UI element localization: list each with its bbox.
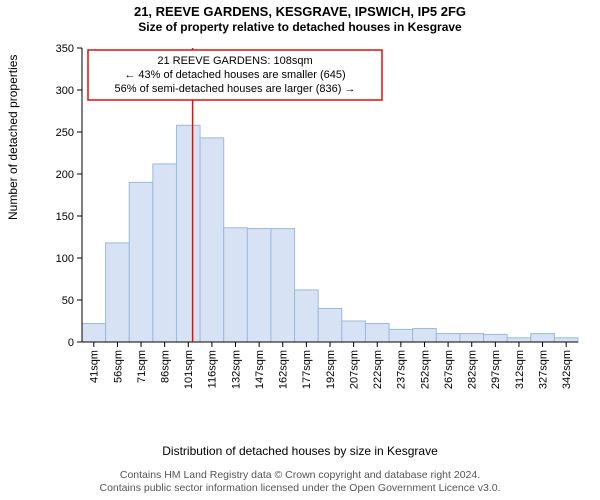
y-tick-label: 0	[68, 337, 74, 349]
y-tick-label: 150	[56, 211, 74, 223]
x-tick-label: 71sqm	[136, 350, 148, 383]
histogram-bar	[436, 334, 460, 342]
title-line2: Size of property relative to detached ho…	[0, 20, 600, 35]
histogram-bar	[176, 125, 200, 342]
y-tick-label: 300	[56, 85, 74, 97]
x-tick-label: 252sqm	[419, 350, 431, 389]
y-tick-label: 100	[56, 253, 74, 265]
x-tick-label: 327sqm	[537, 350, 549, 389]
histogram-bar	[129, 182, 153, 342]
x-tick-label: 222sqm	[372, 350, 384, 389]
histogram-bar	[460, 334, 484, 342]
info-box-line: 21 REEVE GARDENS: 108sqm	[157, 55, 312, 67]
info-box-line: ← 43% of detached houses are smaller (64…	[124, 69, 345, 81]
x-tick-label: 237sqm	[396, 350, 408, 389]
x-tick-label: 162sqm	[278, 350, 290, 389]
x-tick-label: 312sqm	[514, 350, 526, 389]
histogram-bar	[507, 338, 531, 342]
footer: Contains HM Land Registry data © Crown c…	[0, 469, 600, 496]
chart-area: 0 50 100 150 200 250 300 350 41sqm 56sqm 71sqm 86sq…	[50, 42, 580, 404]
x-tick-label: 147sqm	[254, 350, 266, 389]
x-axis-label: Distribution of detached houses by size …	[0, 444, 600, 458]
y-tick-label: 50	[62, 295, 74, 307]
histogram-bar	[484, 334, 508, 342]
x-tick-label: 297sqm	[490, 350, 502, 389]
histogram-bar	[389, 329, 413, 342]
histogram-bar	[295, 290, 319, 342]
x-tick-label: 267sqm	[443, 350, 455, 389]
histogram-bar	[271, 229, 295, 342]
x-tick-label: 207sqm	[348, 350, 360, 389]
x-tick-label: 282sqm	[467, 350, 479, 389]
x-tick-label: 41sqm	[89, 350, 101, 383]
histogram-bar	[531, 334, 555, 342]
histogram-bar	[153, 164, 177, 342]
histogram-bar	[318, 308, 342, 342]
footer-line1: Contains HM Land Registry data © Crown c…	[0, 469, 600, 483]
histogram-bar	[224, 228, 248, 342]
y-tick-label: 350	[56, 43, 74, 55]
histogram-bar	[247, 229, 271, 342]
title-line1: 21, REEVE GARDENS, KESGRAVE, IPSWICH, IP…	[0, 4, 600, 20]
histogram-bar	[365, 324, 389, 342]
x-tick-label: 177sqm	[301, 350, 313, 389]
y-axis-label: Number of detached properties	[6, 55, 20, 220]
x-tick-label: 101sqm	[183, 350, 195, 389]
x-tick-label: 342sqm	[561, 350, 573, 389]
y-tick-label: 200	[56, 169, 74, 181]
histogram-bar	[200, 138, 224, 342]
x-tick-label: 56sqm	[112, 350, 124, 383]
y-tick-label: 250	[56, 127, 74, 139]
histogram-bar	[554, 338, 578, 342]
histogram-bar	[82, 324, 106, 342]
histogram-bar	[342, 321, 366, 342]
histogram-bar	[413, 329, 437, 342]
footer-line2: Contains public sector information licen…	[0, 482, 600, 496]
histogram-bar	[106, 243, 130, 342]
x-tick-label: 132sqm	[230, 350, 242, 389]
x-tick-label: 192sqm	[325, 350, 337, 389]
x-tick-label: 86sqm	[160, 350, 172, 383]
x-tick-label: 116sqm	[207, 350, 219, 388]
info-box-line: 56% of semi-detached houses are larger (…	[115, 83, 356, 95]
